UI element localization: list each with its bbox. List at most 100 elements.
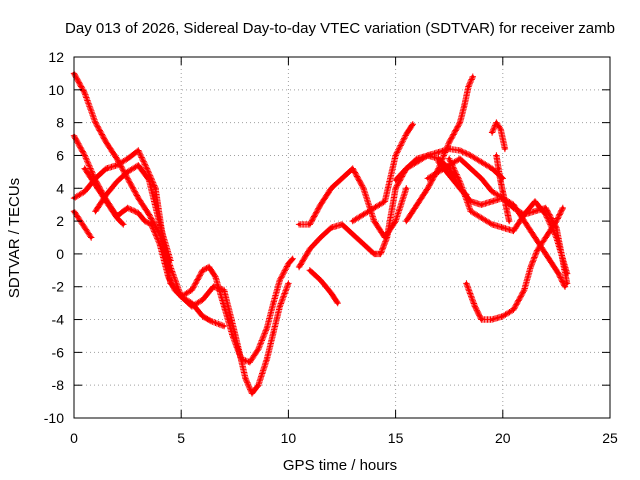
data-point	[143, 219, 147, 223]
data-point	[462, 104, 466, 108]
y-axis-label: SDTVAR / TECUs	[6, 178, 23, 298]
data-point	[190, 301, 194, 305]
data-point	[529, 265, 533, 269]
data-point	[278, 278, 282, 282]
data-point	[436, 170, 441, 174]
data-point	[507, 219, 511, 223]
x-axis-label: GPS time / hours	[283, 457, 397, 474]
data-point	[458, 157, 462, 161]
data-point	[201, 314, 205, 318]
y-tick-label: 8	[56, 115, 64, 131]
data-point	[126, 176, 130, 181]
data-point	[83, 189, 87, 194]
data-point	[469, 166, 473, 171]
y-tick-label: 4	[56, 180, 64, 196]
data-point	[147, 212, 151, 217]
data-point	[404, 132, 408, 136]
y-tick-label: -4	[52, 312, 65, 328]
data-point	[447, 140, 451, 144]
data-point	[411, 122, 415, 126]
data-point	[501, 189, 505, 194]
data-point	[361, 242, 366, 246]
data-point	[436, 160, 441, 164]
data-point	[436, 150, 441, 154]
y-tick-label: 10	[48, 82, 64, 98]
data-point	[222, 288, 226, 292]
data-point	[535, 249, 539, 253]
data-point	[550, 262, 554, 266]
data-point	[318, 278, 323, 282]
data-point	[556, 272, 561, 276]
data-point	[209, 319, 213, 323]
x-tick-label: 15	[388, 430, 404, 446]
data-point	[458, 121, 462, 125]
axis-ticks	[73, 56, 611, 419]
data-point	[415, 160, 419, 164]
y-tick-label: -10	[44, 410, 64, 426]
data-point	[501, 314, 505, 318]
data-point	[415, 157, 419, 161]
data-point	[297, 222, 301, 226]
data-point	[394, 153, 398, 158]
data-point	[93, 121, 98, 125]
data-point	[340, 176, 344, 181]
data-point	[329, 291, 333, 295]
data-point	[544, 212, 548, 217]
data-point	[533, 209, 537, 213]
data-point	[505, 209, 509, 213]
data-point	[83, 91, 87, 95]
data-point	[271, 301, 275, 305]
data-point	[554, 226, 559, 230]
data-point	[372, 206, 376, 210]
plot-frame	[73, 56, 611, 419]
data-point	[239, 357, 243, 361]
data-point	[308, 247, 312, 251]
data-point	[248, 360, 252, 364]
x-tick-label: 5	[177, 430, 185, 446]
data-point	[479, 160, 483, 164]
data-point	[436, 166, 441, 171]
data-point	[499, 127, 503, 131]
data-point	[222, 324, 226, 328]
data-point	[464, 281, 468, 286]
grid-lines	[74, 57, 610, 418]
data-point	[394, 178, 398, 182]
data-point	[211, 285, 215, 289]
data-point	[136, 163, 140, 167]
data-point	[469, 153, 473, 158]
data-point	[308, 222, 312, 226]
data-point	[561, 206, 565, 210]
data-point	[93, 209, 98, 213]
data-point	[297, 265, 301, 269]
data-point	[265, 357, 269, 361]
data-point	[136, 148, 140, 153]
data-point	[404, 219, 408, 223]
data-point	[126, 206, 130, 210]
data-markers	[70, 70, 571, 397]
data-point	[104, 166, 108, 171]
data-point	[318, 203, 323, 207]
data-point	[336, 301, 340, 305]
data-point	[271, 331, 275, 335]
data-point	[394, 219, 398, 223]
data-point	[145, 166, 149, 171]
y-tick-label: -2	[52, 279, 65, 295]
series-track-17	[488, 119, 509, 153]
data-point	[329, 226, 333, 230]
data-point	[115, 157, 119, 161]
x-tick-label: 10	[281, 430, 297, 446]
data-point	[243, 377, 248, 381]
data-point	[372, 219, 376, 223]
data-point	[115, 180, 119, 184]
data-point	[168, 281, 173, 286]
data-point	[218, 322, 222, 327]
data-point	[104, 193, 108, 197]
data-point	[503, 147, 507, 151]
data-point	[256, 347, 260, 351]
data-point	[158, 242, 162, 246]
data-point	[80, 222, 85, 226]
data-point	[479, 176, 483, 181]
data-point	[175, 288, 179, 292]
data-point	[126, 170, 130, 174]
series-track-9	[306, 267, 341, 307]
